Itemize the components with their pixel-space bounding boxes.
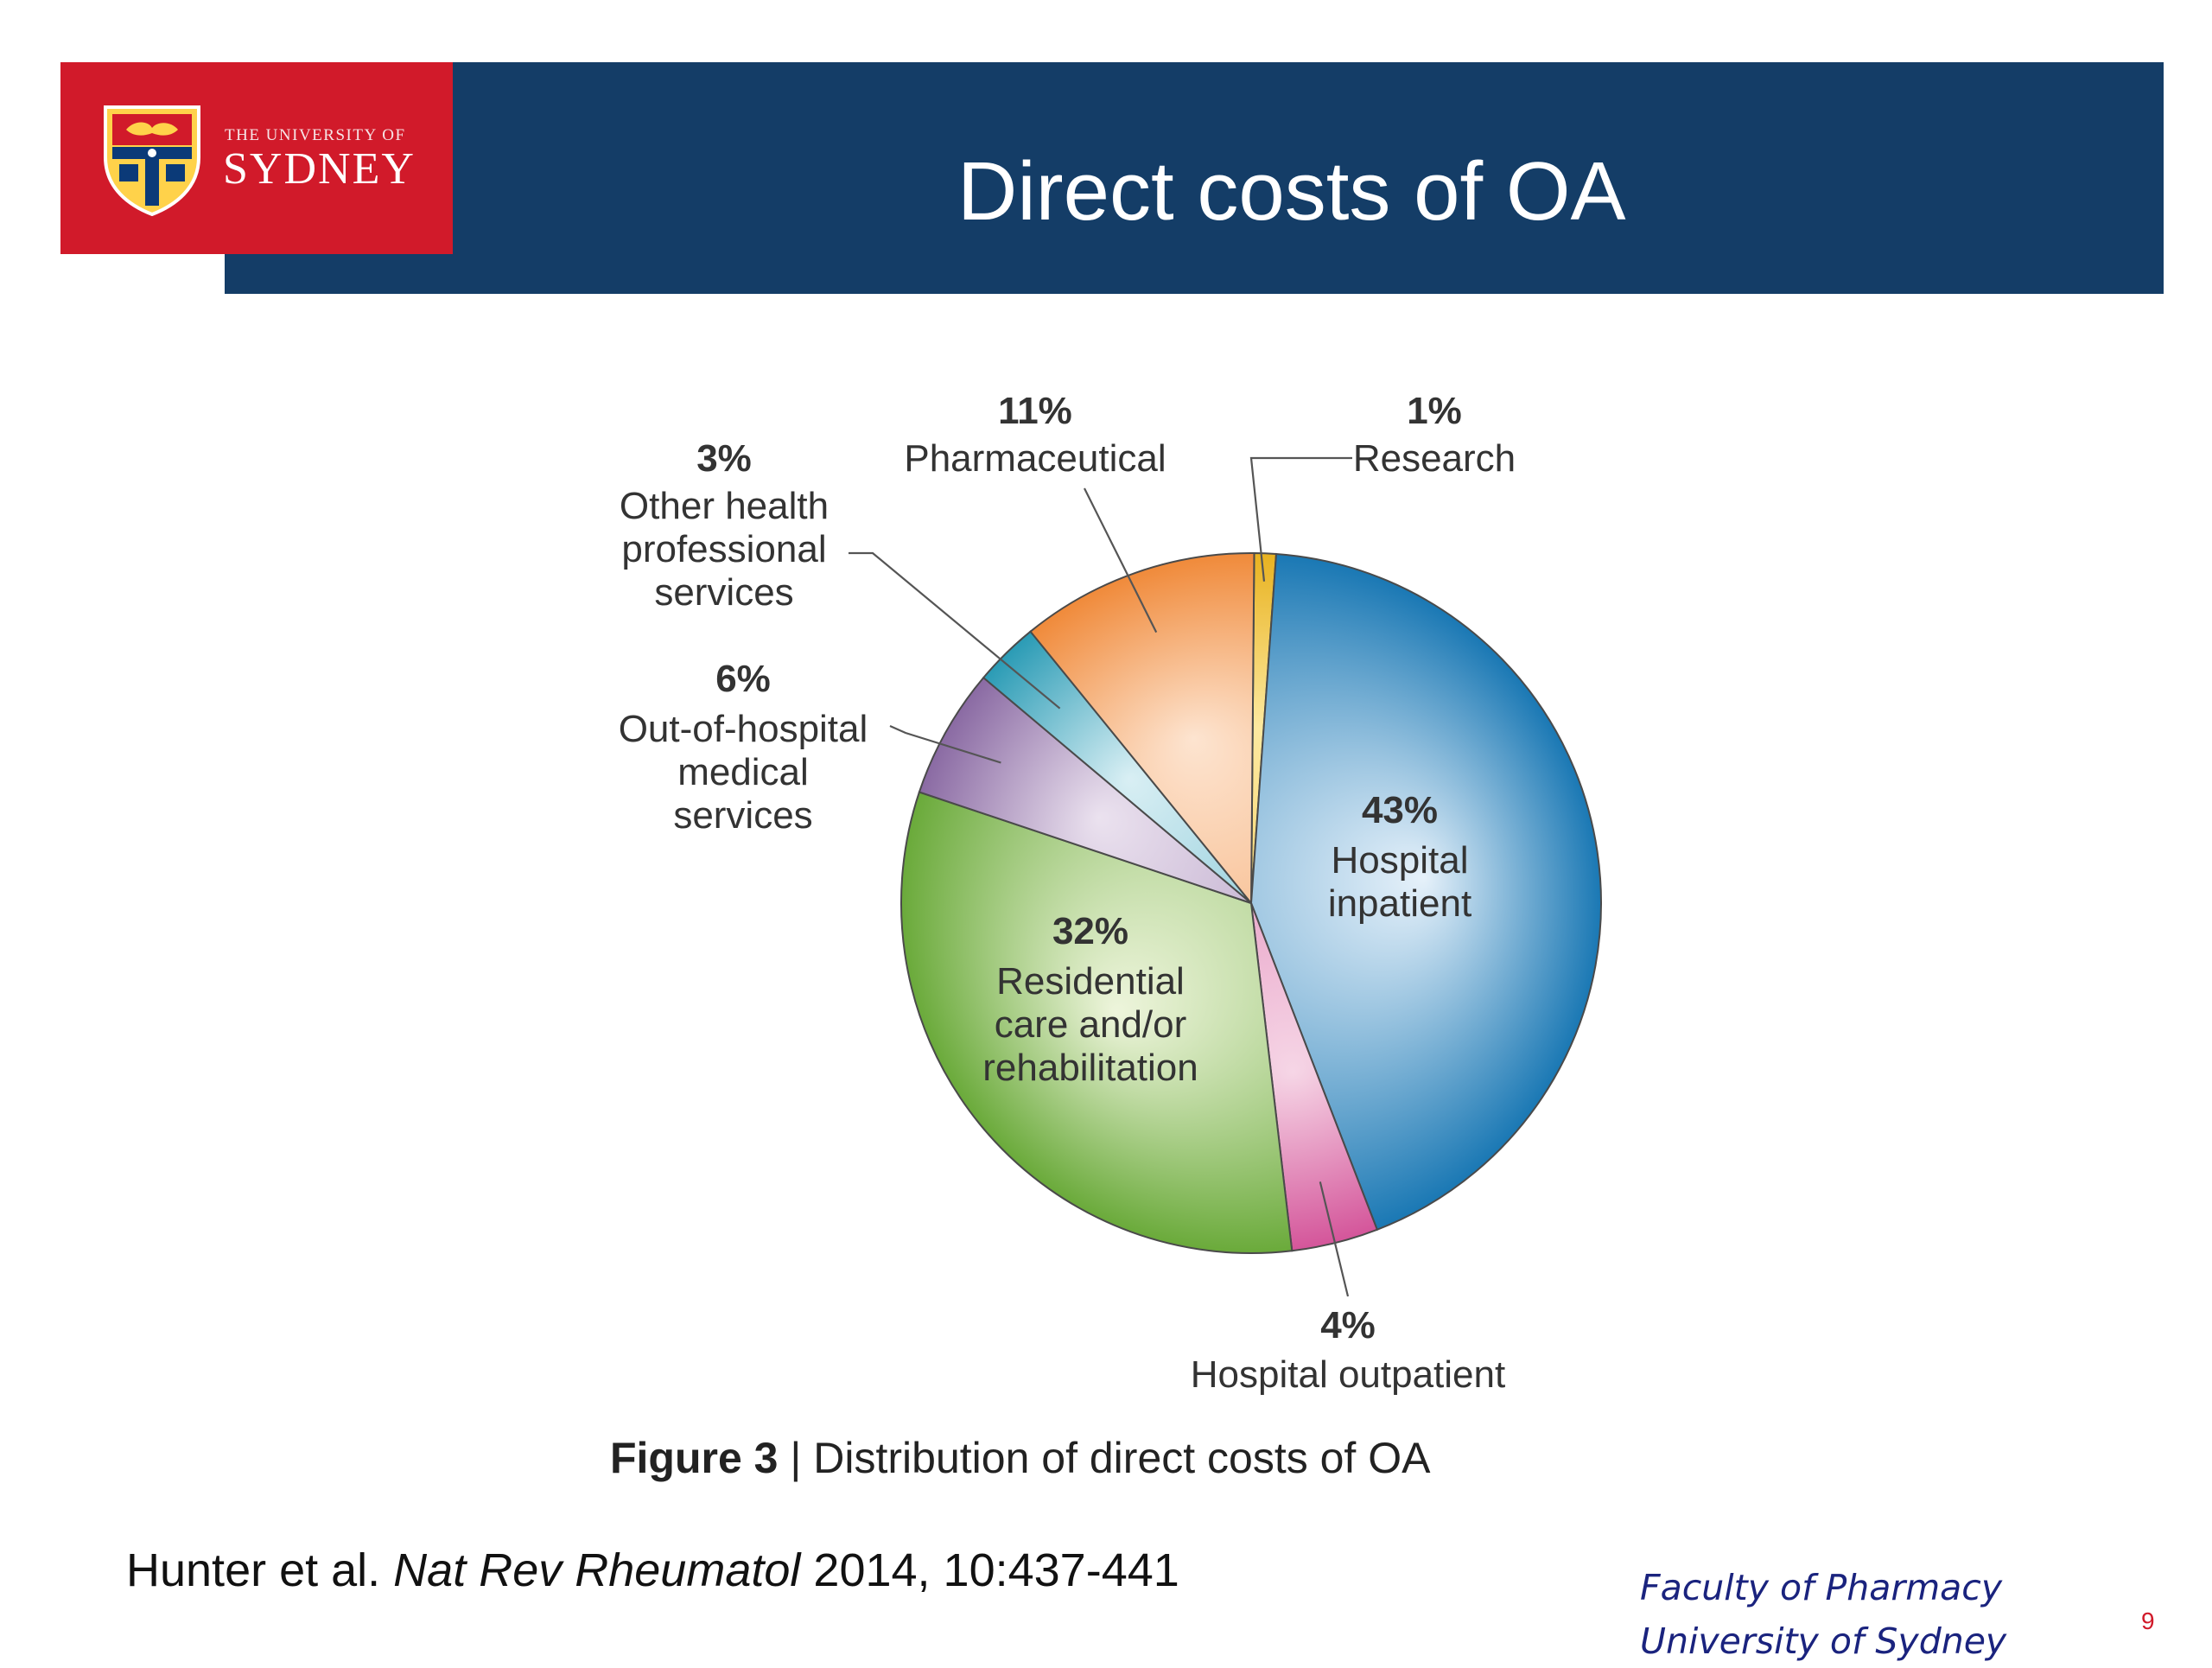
caption-text: Distribution of direct costs of OA	[813, 1434, 1431, 1482]
citation-details: 2014, 10:437-441	[813, 1544, 1179, 1596]
logo-line1: THE UNIVERSITY OF	[225, 126, 406, 144]
slice-label-out-of-hospital-medical-services: services	[673, 794, 812, 837]
pie-slice-residential-care-and-or-rehabilitation	[899, 791, 1294, 1254]
figure-caption: Figure 3 | Distribution of direct costs …	[610, 1433, 1430, 1483]
pie-slice-out-of-hospital-medical-services	[918, 676, 1252, 904]
citation-authors: Hunter et al.	[126, 1544, 381, 1596]
slice-label-residential-care-and-or-rehabilitation: Residential	[996, 960, 1185, 1003]
pie-slice-hospital-inpatient	[1249, 552, 1602, 1232]
slice-label-pharmaceutical: Pharmaceutical	[904, 437, 1166, 480]
caption-separator: |	[790, 1434, 802, 1482]
leader-line-out-of-hospital-medical-services	[889, 724, 1001, 764]
slice-label-other-health-professional-services: Other health	[620, 485, 829, 527]
pct-label-research: 1%	[1407, 390, 1462, 432]
slice-label-hospital-inpatient: inpatient	[1328, 882, 1471, 925]
pie-slice-pharmaceutical	[1029, 551, 1255, 906]
footer-faculty: Faculty of Pharmacy University of Sydney	[1640, 1561, 2007, 1668]
citation-journal: Nat Rev Rheumatol	[393, 1544, 801, 1596]
leader-line-research	[1249, 456, 1352, 582]
slide-title: Direct costs of OA	[957, 145, 1626, 238]
figure-label: Figure 3	[610, 1434, 779, 1482]
slice-label-other-health-professional-services: professional	[621, 528, 826, 570]
faculty-name: Faculty of Pharmacy	[1640, 1567, 2003, 1608]
crest-icon	[104, 105, 200, 216]
pct-label-out-of-hospital-medical-services: 6%	[715, 658, 771, 700]
slice-label-research: Research	[1353, 437, 1516, 480]
leader-line-other-health-professional-services	[849, 551, 1061, 710]
pct-label-hospital-inpatient: 43%	[1362, 789, 1438, 831]
slice-label-other-health-professional-services: services	[654, 571, 793, 614]
slice-label-residential-care-and-or-rehabilitation: rehabilitation	[982, 1047, 1198, 1089]
leader-line-hospital-outpatient	[1319, 1181, 1350, 1297]
logo-line2: SYDNEY	[223, 144, 416, 194]
slice-label-residential-care-and-or-rehabilitation: care and/or	[995, 1003, 1187, 1046]
slice-label-out-of-hospital-medical-services: medical	[677, 751, 809, 793]
slide-number: 9	[2141, 1608, 2155, 1634]
slice-label-hospital-outpatient: Hospital outpatient	[1191, 1353, 1505, 1396]
pct-label-pharmaceutical: 11%	[998, 390, 1072, 432]
university-name: University of Sydney	[1640, 1620, 2007, 1662]
university-logo[interactable]: THE UNIVERSITY OF SYDNEY	[60, 62, 453, 254]
header-bar	[225, 62, 2164, 294]
slice-label-hospital-inpatient: Hospital	[1332, 839, 1469, 882]
citation: Hunter et al. Nat Rev Rheumatol 2014, 10…	[126, 1544, 1179, 1597]
pct-label-other-health-professional-services: 3%	[696, 437, 752, 480]
slice-label-out-of-hospital-medical-services: Out-of-hospital	[619, 708, 868, 750]
pct-label-residential-care-and-or-rehabilitation: 32%	[1052, 910, 1128, 952]
leader-line-pharmaceutical	[1084, 487, 1158, 633]
pct-label-hospital-outpatient: 4%	[1320, 1304, 1376, 1346]
